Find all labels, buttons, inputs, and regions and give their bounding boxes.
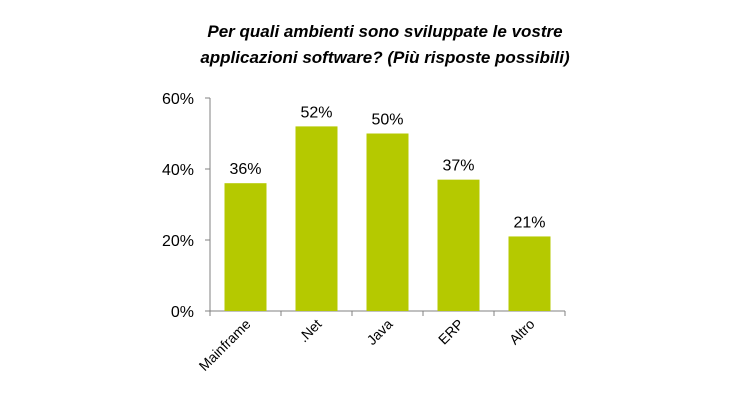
bar [224,183,267,311]
category-label: Mainframe [196,316,254,374]
y-tick-label: 60% [162,91,194,108]
bar [508,236,551,311]
bar [437,179,480,311]
data-label: 50% [371,112,403,129]
x-axis-ticks [209,311,566,316]
bar [295,126,338,312]
y-axis-ticks: 0% 20% 40% 60% [162,91,210,321]
bars-group [224,126,551,312]
y-tick-label: 20% [162,233,194,250]
data-labels-group: 36% 52% 50% 37% 21% [229,104,545,231]
category-label: ERP [435,316,467,348]
category-label: Altro [506,316,538,348]
category-label: .Net [295,316,325,346]
bar [366,133,409,311]
data-label: 36% [229,161,261,178]
y-tick-label: 40% [162,162,194,179]
category-labels-group: Mainframe .Net Java ERP Altro [196,316,538,374]
data-label: 37% [442,158,474,175]
y-tick-label: 0% [171,304,194,321]
category-label: Java [363,316,395,348]
data-label: 52% [300,104,332,121]
data-label: 21% [513,214,545,231]
chart-title-line-2: applicazioni software? (Più risposte pos… [200,48,570,67]
chart-title-line-1: Per quali ambienti sono sviluppate le vo… [207,22,563,41]
